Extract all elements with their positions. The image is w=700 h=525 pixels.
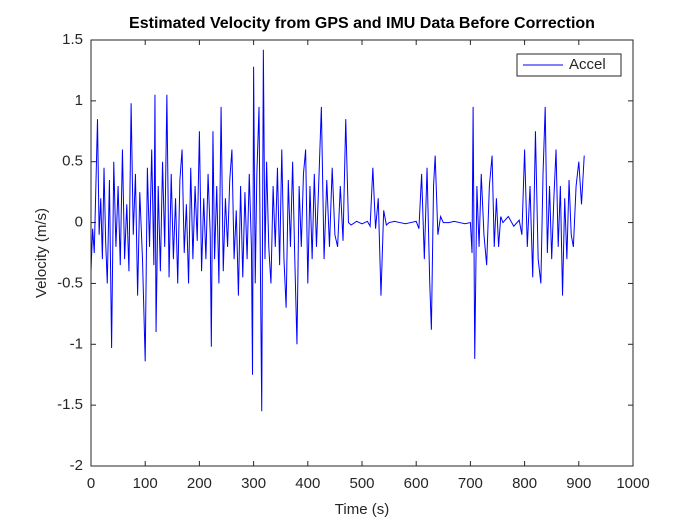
y-tick-label: 0.5 [62,153,83,170]
x-tick-label: 900 [566,475,591,492]
chart-title: Estimated Velocity from GPS and IMU Data… [129,15,595,32]
legend-box [516,53,622,77]
x-tick-label: 500 [349,475,374,492]
x-tick-label: 1000 [616,475,649,492]
y-tick-label: -2 [70,457,83,474]
x-tick-label: 100 [133,475,158,492]
x-tick-label: 0 [87,475,95,492]
axes-box [90,39,634,467]
x-tick-label: 400 [295,475,320,492]
y-axis-label: Velocity (m/s) [33,208,50,298]
y-tick-label: 0 [75,214,83,231]
y-tick-label: 1.5 [62,31,83,48]
y-tick-label: -1 [70,335,83,352]
x-tick-label: 600 [404,475,429,492]
x-axis-label: Time (s) [335,501,389,518]
plot-area [91,40,633,466]
y-tick-label: -0.5 [57,274,83,291]
legend-label: Accel [569,56,606,73]
x-tick-label: 800 [512,475,537,492]
x-tick-label: 700 [458,475,483,492]
data-line [90,49,585,412]
x-tick-label: 300 [241,475,266,492]
y-tick-label: 1 [75,92,83,109]
y-tick-label: -1.5 [57,396,83,413]
x-tick-label: 200 [187,475,212,492]
